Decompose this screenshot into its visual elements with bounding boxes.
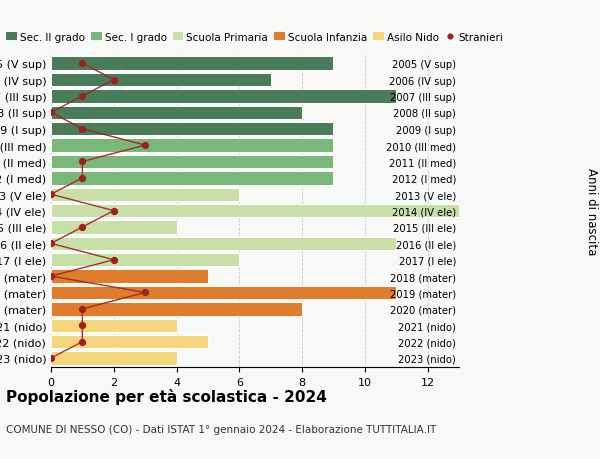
Point: [109, 77, 119, 84]
Bar: [51, 172, 334, 185]
Point: [77, 175, 87, 182]
Point: [46, 240, 56, 247]
Point: [46, 191, 56, 198]
Bar: [51, 352, 176, 365]
Point: [140, 289, 150, 297]
Bar: [51, 302, 302, 316]
Bar: [51, 286, 396, 300]
Bar: [51, 221, 176, 234]
Bar: [51, 106, 302, 120]
Bar: [51, 335, 208, 348]
Point: [46, 354, 56, 362]
Point: [77, 306, 87, 313]
Bar: [51, 319, 176, 332]
Point: [109, 257, 119, 264]
Bar: [51, 139, 334, 152]
Bar: [51, 204, 459, 218]
Bar: [51, 237, 396, 251]
Point: [46, 273, 56, 280]
Point: [140, 142, 150, 150]
Point: [77, 338, 87, 346]
Point: [109, 207, 119, 215]
Text: Popolazione per età scolastica - 2024: Popolazione per età scolastica - 2024: [6, 388, 327, 404]
Bar: [51, 123, 334, 136]
Bar: [51, 270, 208, 283]
Bar: [51, 253, 239, 267]
Point: [77, 158, 87, 166]
Text: COMUNE DI NESSO (CO) - Dati ISTAT 1° gennaio 2024 - Elaborazione TUTTITALIA.IT: COMUNE DI NESSO (CO) - Dati ISTAT 1° gen…: [6, 425, 436, 435]
Bar: [51, 57, 334, 71]
Text: Anni di nascita: Anni di nascita: [584, 168, 598, 255]
Bar: [51, 188, 239, 202]
Point: [77, 126, 87, 133]
Bar: [51, 74, 271, 87]
Legend: Sec. II grado, Sec. I grado, Scuola Primaria, Scuola Infanzia, Asilo Nido, Stran: Sec. II grado, Sec. I grado, Scuola Prim…: [2, 28, 508, 47]
Point: [77, 322, 87, 329]
Point: [77, 61, 87, 68]
Point: [46, 109, 56, 117]
Bar: [51, 90, 396, 103]
Point: [77, 93, 87, 101]
Bar: [51, 156, 334, 169]
Point: [77, 224, 87, 231]
